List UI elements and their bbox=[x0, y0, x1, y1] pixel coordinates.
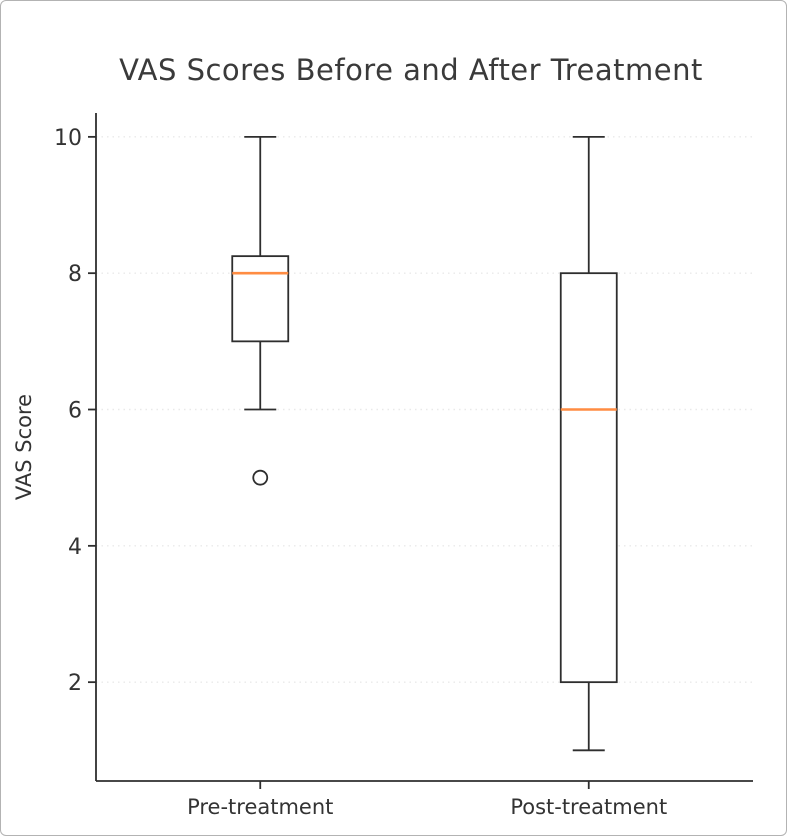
y-tick-label: 6 bbox=[68, 399, 82, 424]
y-tick-label: 10 bbox=[54, 126, 82, 151]
y-tick-label: 8 bbox=[68, 262, 82, 287]
iqr-box bbox=[559, 272, 618, 684]
iqr-box bbox=[231, 255, 290, 343]
category-label: Post-treatment bbox=[510, 795, 667, 819]
y-axis-label: VAS Score bbox=[12, 394, 36, 500]
y-tick-label: 4 bbox=[68, 535, 82, 560]
chart-title: VAS Scores Before and After Treatment bbox=[119, 53, 703, 87]
y-tick-label: 2 bbox=[68, 671, 82, 696]
category-label: Pre-treatment bbox=[187, 795, 333, 819]
outlier-point bbox=[252, 469, 269, 486]
